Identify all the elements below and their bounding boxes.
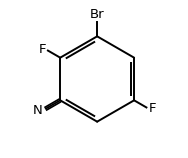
Text: N: N: [33, 104, 43, 117]
Text: F: F: [39, 43, 46, 56]
Text: Br: Br: [90, 9, 105, 21]
Text: F: F: [148, 102, 156, 115]
